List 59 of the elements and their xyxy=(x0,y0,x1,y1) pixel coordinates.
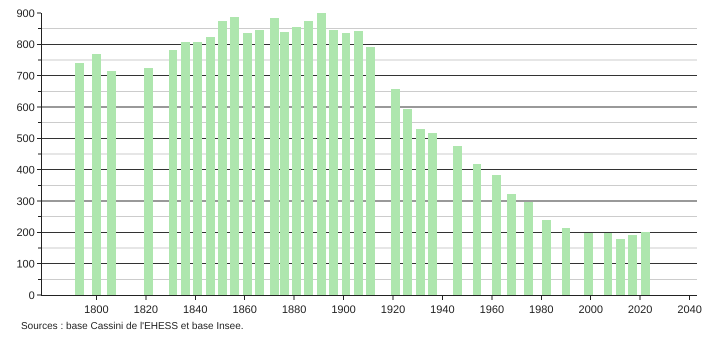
x-tick-label: 2040 xyxy=(677,304,702,316)
y-tick-label: 800 xyxy=(16,39,35,52)
bar xyxy=(628,235,637,295)
source-note: Sources : base Cassini de l'EHESS et base Insee. xyxy=(21,321,244,332)
bar xyxy=(107,71,116,295)
bar xyxy=(403,109,412,295)
bar xyxy=(366,47,375,295)
x-tick-label: 1960 xyxy=(480,304,504,316)
bar xyxy=(317,13,326,295)
bar xyxy=(181,42,190,295)
x-tick-label: 1940 xyxy=(430,304,455,316)
bar xyxy=(342,33,350,295)
bar xyxy=(473,164,481,295)
bar xyxy=(453,146,462,295)
bar xyxy=(329,30,338,295)
bar xyxy=(218,21,227,295)
bar xyxy=(75,63,84,295)
bar xyxy=(243,33,252,295)
x-tick-label: 1900 xyxy=(331,304,356,316)
bar xyxy=(169,50,177,295)
y-tick-label: 100 xyxy=(16,258,35,271)
bar xyxy=(641,232,650,295)
bar xyxy=(144,68,153,295)
y-tick-label: 700 xyxy=(16,70,35,83)
y-tick-label: 400 xyxy=(16,164,35,177)
bar xyxy=(354,31,363,295)
bar xyxy=(604,233,612,295)
bar xyxy=(542,220,551,295)
bar xyxy=(230,17,239,295)
bar xyxy=(193,42,202,295)
bar xyxy=(391,89,400,295)
bar xyxy=(416,129,425,295)
x-tick-label: 1800 xyxy=(84,304,109,316)
bar xyxy=(562,228,570,295)
x-tick-label: 2020 xyxy=(628,304,652,316)
x-tick-label: 1840 xyxy=(183,304,208,316)
x-tick-label: 1860 xyxy=(232,304,257,316)
bar xyxy=(524,202,533,295)
x-tick-label: 1820 xyxy=(134,304,158,316)
bar xyxy=(304,21,313,295)
x-tick-label: 1880 xyxy=(282,304,306,316)
bar xyxy=(255,30,264,295)
bar xyxy=(206,37,215,295)
y-tick-label: 200 xyxy=(16,227,35,240)
y-tick-label: 900 xyxy=(16,8,35,20)
bar xyxy=(492,175,501,295)
bar xyxy=(507,194,516,295)
x-tick-label: 1980 xyxy=(529,304,554,316)
bar xyxy=(92,54,101,295)
x-tick-label: 1920 xyxy=(380,304,406,316)
y-tick-label: 300 xyxy=(16,196,35,208)
bar xyxy=(428,133,437,295)
bar xyxy=(616,239,625,295)
x-tick-label: 2000 xyxy=(578,304,603,316)
y-tick-label: 500 xyxy=(16,133,35,146)
y-tick-label: 0 xyxy=(28,290,35,302)
bar xyxy=(292,27,301,295)
bar xyxy=(584,233,593,295)
y-tick-label: 600 xyxy=(16,102,35,114)
